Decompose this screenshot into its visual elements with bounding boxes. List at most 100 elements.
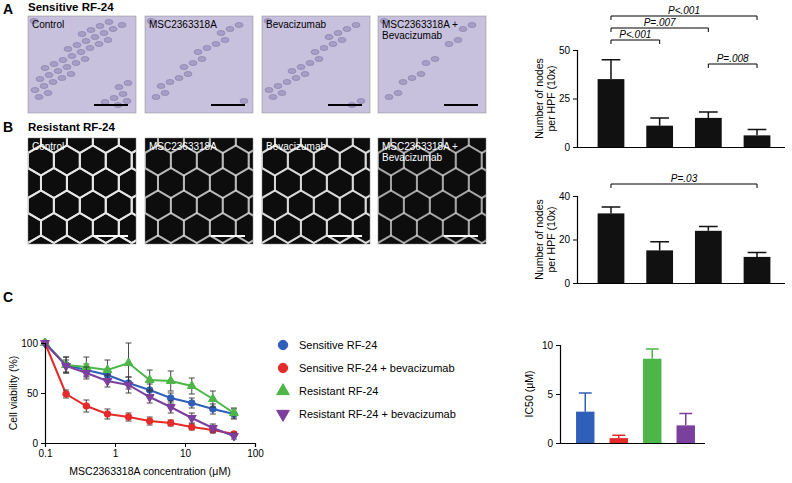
cell bbox=[352, 23, 360, 28]
axis: 050100 bbox=[21, 338, 45, 449]
tick-mark bbox=[556, 443, 560, 444]
bar bbox=[695, 231, 722, 283]
tick: 50 bbox=[27, 388, 45, 399]
error-bar bbox=[699, 112, 718, 118]
plot-area bbox=[41, 338, 239, 441]
panel-title: Sensitive RF-24 bbox=[28, 1, 114, 13]
point bbox=[104, 411, 111, 418]
error-bar bbox=[612, 435, 625, 438]
tick-label: 50 bbox=[559, 45, 571, 56]
legend-label: Sensitive RF-24 + bevacizumab bbox=[299, 362, 455, 374]
p-value: P=.008 bbox=[717, 53, 749, 64]
point bbox=[166, 404, 175, 412]
cell bbox=[226, 27, 234, 32]
vessel-network bbox=[132, 236, 136, 245]
plot-area bbox=[598, 207, 771, 283]
tick: 10 bbox=[180, 443, 192, 459]
tick-label: 10 bbox=[180, 448, 192, 459]
image-frame bbox=[28, 138, 136, 244]
image-panel: MSC2363318A + Bevacizumab bbox=[339, 101, 534, 266]
error-bar bbox=[147, 417, 153, 425]
cell bbox=[311, 50, 319, 55]
vessel-network bbox=[119, 213, 136, 243]
tick-label: 50 bbox=[27, 388, 39, 399]
tick: 0.1 bbox=[39, 443, 53, 459]
cell bbox=[115, 85, 123, 90]
image-background bbox=[145, 16, 253, 113]
tick-label: 5 bbox=[547, 389, 553, 400]
point bbox=[188, 424, 195, 431]
bar bbox=[610, 438, 628, 443]
cell bbox=[91, 35, 99, 40]
error-bar bbox=[189, 424, 195, 430]
cell bbox=[288, 69, 296, 74]
image-label: MSC2363318A bbox=[149, 19, 217, 30]
cell bbox=[64, 47, 72, 52]
point bbox=[82, 370, 91, 378]
image-label: Bevacizumab bbox=[266, 19, 326, 30]
legend-marker bbox=[277, 384, 290, 395]
cell bbox=[118, 23, 126, 28]
cell bbox=[269, 95, 277, 100]
cell bbox=[82, 39, 90, 44]
axis-title: MSC2363318A concentration (μM) bbox=[69, 465, 230, 477]
point bbox=[103, 365, 112, 373]
cell bbox=[334, 31, 342, 36]
image-label: MSC2363318A bbox=[149, 141, 217, 152]
cell bbox=[468, 23, 476, 28]
tick-label: 0 bbox=[564, 278, 570, 289]
vessel-network bbox=[327, 138, 353, 153]
cell bbox=[274, 84, 282, 89]
cell bbox=[329, 42, 337, 47]
cell bbox=[203, 46, 211, 51]
axis: 0.1110100 bbox=[39, 443, 265, 459]
tick-mark bbox=[573, 50, 577, 51]
cell bbox=[217, 31, 225, 36]
tick-mark bbox=[573, 147, 577, 148]
tick-mark bbox=[556, 345, 560, 346]
image-frame bbox=[145, 16, 253, 113]
point bbox=[145, 394, 154, 402]
image-frame bbox=[262, 138, 370, 244]
cell bbox=[105, 20, 113, 25]
cell bbox=[454, 38, 462, 43]
cell bbox=[385, 95, 393, 100]
tick-mark bbox=[573, 283, 577, 284]
tick-mark bbox=[556, 394, 560, 395]
bar-chart: 0510IC50 (μM) bbox=[523, 340, 705, 449]
cell bbox=[212, 42, 220, 47]
p-value: P=.03 bbox=[671, 173, 698, 184]
axis: 0510 bbox=[542, 340, 561, 449]
image-label: Control bbox=[32, 141, 64, 152]
legend-marker bbox=[277, 410, 290, 421]
error-bar bbox=[189, 398, 195, 408]
cell bbox=[338, 38, 346, 43]
cell bbox=[417, 72, 425, 77]
cell bbox=[86, 46, 94, 51]
panel-label: C bbox=[3, 289, 13, 305]
cell bbox=[292, 76, 300, 81]
point bbox=[167, 395, 174, 402]
cell bbox=[49, 80, 57, 85]
tick: 0 bbox=[547, 438, 560, 449]
vessel-network bbox=[353, 213, 370, 243]
legend-label: Sensitive RF-24 bbox=[299, 339, 377, 351]
axis-title: IC50 (μM) bbox=[523, 371, 535, 418]
cell bbox=[59, 58, 67, 63]
tick-label: 20 bbox=[559, 234, 571, 245]
tick-mark bbox=[41, 443, 45, 444]
image-frame bbox=[28, 16, 136, 113]
p-value: P<.001 bbox=[668, 5, 700, 16]
axis-line bbox=[556, 346, 561, 444]
cell bbox=[399, 80, 407, 85]
error-bar bbox=[748, 130, 767, 136]
bar bbox=[598, 79, 625, 147]
tick-label: 25 bbox=[559, 93, 571, 104]
legend-label: Resistant RF-24 + bevacizumab bbox=[299, 408, 456, 420]
plot-area bbox=[598, 60, 771, 147]
scale-bar bbox=[211, 235, 245, 237]
image-frame bbox=[262, 16, 370, 113]
cell bbox=[81, 57, 89, 62]
axis-title: Cell viability (%) bbox=[7, 356, 19, 431]
axis bbox=[577, 147, 785, 149]
